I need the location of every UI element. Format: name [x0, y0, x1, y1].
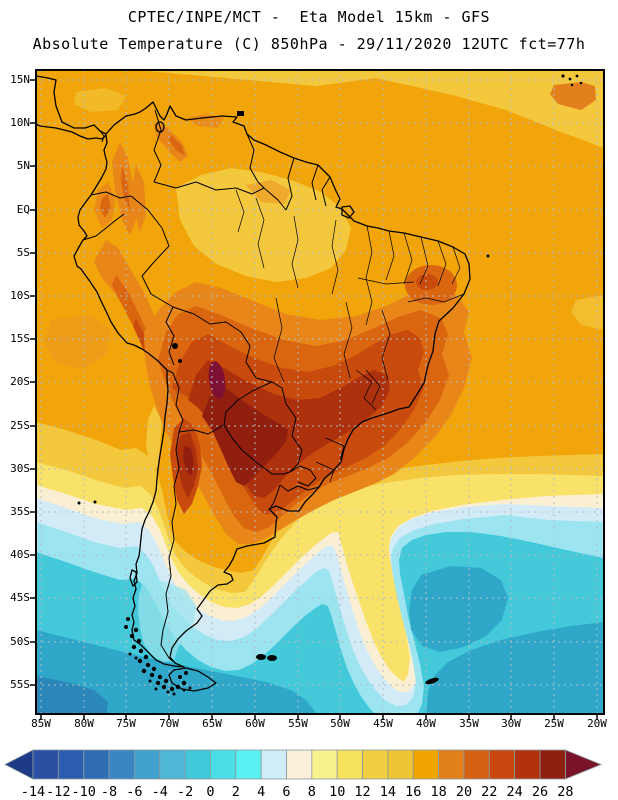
lat-label: 5S — [16, 246, 30, 259]
lon-label: 35W — [459, 717, 479, 730]
colorbar-cell — [336, 749, 363, 780]
lon-label: 85W — [31, 717, 51, 730]
colorbar-tick-label: 2 — [232, 784, 240, 800]
lat-label: 15S — [10, 332, 30, 345]
colorbar-tick-label: -10 — [72, 784, 96, 800]
colorbar-tick-label: -8 — [101, 784, 117, 800]
lat-label: 40S — [10, 548, 30, 561]
lon-label: 75W — [116, 717, 136, 730]
temperature-map — [30, 69, 605, 720]
lat-label: 5N — [16, 159, 30, 172]
colorbar-cell — [539, 749, 566, 780]
lon-label: 70W — [159, 717, 179, 730]
lon-label: 55W — [288, 717, 308, 730]
colorbar-cell — [32, 749, 59, 780]
colorbar-cell — [133, 749, 161, 780]
lon-label: 60W — [245, 717, 265, 730]
lon-label: 30W — [501, 717, 521, 730]
colorbar-tick-label: 4 — [257, 784, 265, 800]
colorbar-tick-label: 16 — [405, 784, 421, 800]
colorbar-cell — [362, 749, 389, 780]
colorbar-cell — [184, 749, 211, 780]
colorbar-tick-label: 20 — [456, 784, 472, 800]
colorbar-tick-label: -2 — [177, 784, 193, 800]
colorbar-tick-label: 6 — [282, 784, 290, 800]
colorbar-tick-label: 26 — [532, 784, 548, 800]
lon-label: 25W — [544, 717, 564, 730]
colorbar-tick-label: 24 — [507, 784, 523, 800]
colorbar-cell — [83, 749, 110, 780]
colorbar-cell — [108, 749, 135, 780]
colorbar-cell — [412, 749, 440, 780]
colorbar-cell — [514, 749, 541, 780]
lat-label: 55S — [10, 678, 30, 691]
colorbar-tick-label: -6 — [126, 784, 142, 800]
colorbar-tick-label: 12 — [354, 784, 370, 800]
colorbar-cell — [286, 749, 313, 780]
lat-label: 15N — [10, 73, 30, 86]
lon-label: 50W — [330, 717, 350, 730]
colorbar-arrow — [564, 749, 603, 780]
colorbar-cell — [438, 749, 465, 780]
graticule-gridlines — [36, 70, 604, 714]
colorbar-cell — [311, 749, 338, 780]
lat-label: 30S — [10, 462, 30, 475]
axis-ticks — [30, 79, 598, 720]
coastline — [36, 75, 471, 692]
lat-label: 10N — [10, 116, 30, 129]
lon-label: 45W — [373, 717, 393, 730]
state-borders — [235, 189, 465, 483]
colorbar-arrow — [4, 749, 34, 780]
colorbar-tick-label: 10 — [329, 784, 345, 800]
lat-label: 45S — [10, 591, 30, 604]
lon-label: 65W — [202, 717, 222, 730]
colorbar-tick-label: -14 — [21, 784, 45, 800]
islands-and-lakes — [77, 74, 583, 696]
lat-label: EQ — [16, 203, 30, 216]
colorbar-cell — [387, 749, 414, 780]
colorbar-tick-label: 18 — [430, 784, 446, 800]
lon-label: 40W — [416, 717, 436, 730]
colorbar-cell — [463, 749, 490, 780]
colorbar-tick-label: 14 — [380, 784, 396, 800]
colorbar-cell — [159, 749, 186, 780]
lat-label: 50S — [10, 635, 30, 648]
colorbar-cell — [260, 749, 287, 780]
lat-label: 35S — [10, 505, 30, 518]
temperature-field — [36, 70, 604, 714]
colorbar-tick-label: -12 — [46, 784, 70, 800]
temperature-colorbar: -14 -12 -10 -8 -6 -4 -2 0 2 4 6 8 10 12 14 16 18 20 22 24 26… — [4, 749, 603, 800]
colorbar-cell — [488, 749, 516, 780]
lon-label: 20W — [587, 717, 607, 730]
map-border — [35, 69, 605, 715]
colorbar-cell — [57, 749, 85, 780]
colorbar-tick-label: 28 — [557, 784, 573, 800]
colorbar-cell — [210, 749, 237, 780]
colorbar-tick-label: 0 — [206, 784, 214, 800]
map-title: CPTEC/INPE/MCT - Eta Model 15km - GFS — [127, 8, 491, 26]
colorbar-tick-label: 8 — [308, 784, 316, 800]
lon-label: 80W — [74, 717, 94, 730]
colorbar-tick-label: -4 — [152, 784, 168, 800]
map-subtitle: Absolute Temperature (C) 850hPa - 29/11/… — [32, 35, 586, 53]
lat-label: 25S — [10, 419, 30, 432]
colorbar-tick-label: 22 — [481, 784, 497, 800]
lat-label: 20S — [10, 375, 30, 388]
country-borders — [82, 109, 331, 664]
colorbar-cell — [235, 749, 262, 780]
lat-label: 10S — [10, 289, 30, 302]
